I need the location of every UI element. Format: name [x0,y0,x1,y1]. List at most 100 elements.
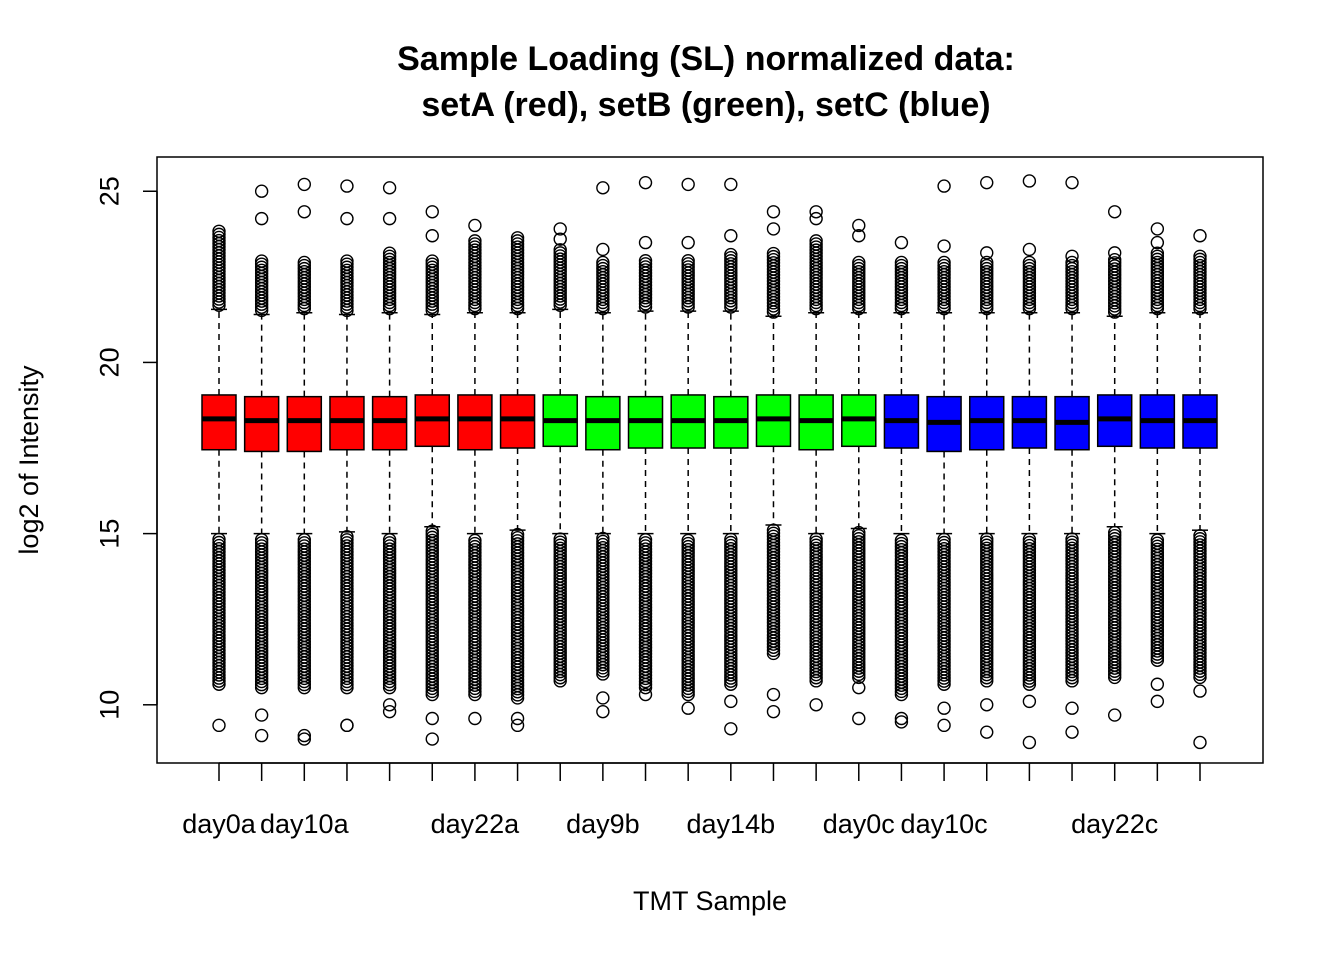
outlier-point-high [1193,249,1207,263]
outlier-point-low [724,541,738,556]
outlier-point-low [766,529,781,544]
outlier-point-high [1150,246,1165,260]
box-7 [457,218,493,726]
outlier-point-high [766,253,781,267]
outlier-point-extreme [681,701,695,715]
x-tick-label: day22a [431,809,521,839]
outlier-point-low [809,535,823,549]
outlier-point-extreme [980,246,994,260]
outlier-point-low [468,533,482,548]
outlier-point-extreme [596,181,610,195]
y-tick-label: 15 [94,519,124,549]
outlier-point-high [638,257,653,271]
outlier-point-extreme [212,718,226,733]
box-iqr [243,395,280,453]
outlier-point-extreme [681,235,695,250]
outlier-point-high [510,237,525,251]
outlier-point-extreme [297,732,312,746]
outlier-point-high [212,224,226,238]
outlier-point-extreme [937,239,951,253]
outlier-point-extreme [1193,735,1207,750]
outlier-point-low [980,541,994,556]
outlier-point-extreme [340,718,354,733]
box-iqr [457,394,493,451]
outlier-point-low [425,530,439,545]
box-2 [243,184,280,743]
outlier-point-low [766,532,781,547]
outlier-point-extreme [1022,694,1037,709]
outlier-point-high [468,234,482,248]
outlier-point-low [553,535,567,549]
outlier-point-extreme [382,698,397,712]
outlier-point-low [1022,541,1037,556]
outlier-point-high [212,230,226,245]
outlier-point-low [468,536,482,551]
outlier-point-low [937,538,951,553]
outlier-point-high [297,264,312,279]
outlier-point-high [937,255,951,270]
outlier-point-low [468,543,482,557]
outlier-point-extreme [766,687,781,702]
outlier-point-extreme [809,698,823,712]
outlier-point-extreme [1022,174,1037,188]
outlier-point-low [254,539,269,553]
outlier-point-high [297,255,312,270]
outlier-point-extreme [1107,205,1122,219]
outlier-point-low [425,533,439,548]
outlier-point-low [596,534,610,549]
outlier-point-high [254,260,269,274]
outlier-point-extreme [766,205,781,219]
x-axis-label: TMT Sample [633,886,787,916]
y-axis: 10 15 20 25 [94,176,158,720]
outlier-point-extreme [852,218,866,233]
outlier-point-extreme [980,725,994,739]
outlier-point-low [894,543,909,557]
box-16 [841,218,877,726]
outlier-point-extreme [894,711,909,726]
outlier-point-extreme [638,687,653,702]
y-tick-label: 20 [94,347,124,377]
outlier-point-extreme [1022,735,1037,750]
outlier-point-low [297,536,312,550]
outlier-point-extreme [852,711,866,726]
outlier-point-low [809,538,823,552]
outlier-point-low [510,537,525,551]
chart-title: Sample Loading (SL) normalized data: [397,40,1015,78]
outlier-point-high [724,247,738,262]
outlier-point-extreme [297,728,312,743]
outlier-point-high [596,264,610,279]
outlier-point-low [1150,536,1165,550]
outlier-point-extreme [1065,725,1079,739]
outlier-point-extreme [638,235,653,250]
box-24 [1182,229,1218,750]
outlier-point-low [894,536,909,551]
outlier-point-extreme [894,235,909,250]
outlier-point-low [340,539,354,553]
box-8 [499,231,536,733]
outlier-point-extreme [724,229,738,243]
outlier-point-high [510,234,525,248]
outlier-point-low [254,542,269,556]
outlier-point-high [340,257,354,271]
outlier-point-low [553,538,567,552]
outlier-point-high [596,261,610,276]
outlier-point-low [809,541,823,556]
outlier-point-high [425,254,439,268]
outlier-point-low [894,539,909,554]
x-axis: day0a day10a day22a day9b day14b day0c day10c d… [182,762,1201,839]
outlier-point-high [553,249,567,263]
box-iqr [499,394,536,449]
outlier-point-high [681,257,695,271]
outlier-point-extreme [980,698,994,712]
outlier-point-high [809,234,823,248]
outlier-point-high [1150,249,1165,263]
box-14 [755,205,792,719]
box-20 [1011,174,1048,750]
plot-frame [156,156,1264,764]
box-19 [968,175,1005,739]
outlier-point-high [596,258,610,273]
outlier-point-high [937,258,951,273]
outlier-point-extreme [254,184,269,198]
outlier-point-high [425,257,439,271]
outlier-point-extreme [894,715,909,729]
